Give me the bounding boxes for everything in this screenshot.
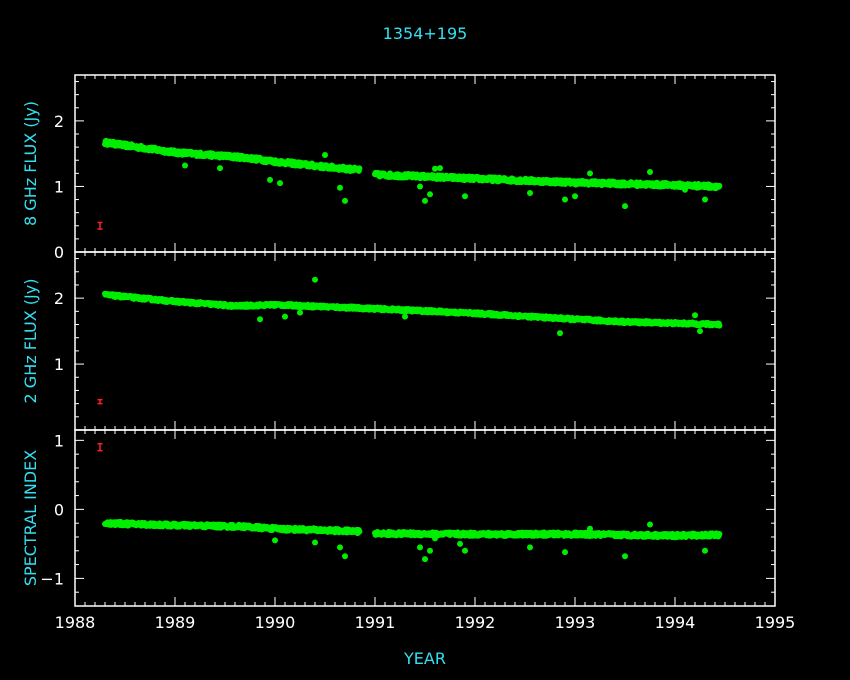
outlier-point — [257, 316, 263, 323]
outlier-point — [557, 330, 563, 337]
y-tick-label: 2 — [54, 289, 64, 308]
outlier-point — [342, 553, 348, 560]
outlier-point — [267, 176, 273, 183]
outlier-point — [272, 537, 278, 544]
x-tick-label: 1990 — [255, 613, 296, 632]
outlier-point — [647, 521, 653, 528]
x-axis-label: YEAR — [403, 649, 446, 668]
outlier-point — [562, 549, 568, 556]
outlier-point — [312, 539, 318, 546]
outlier-point — [697, 328, 703, 335]
outlier-point — [417, 544, 423, 551]
panel-frame — [74, 74, 776, 253]
outlier-point — [562, 196, 568, 203]
outlier-point — [572, 193, 578, 200]
outlier-point — [277, 180, 283, 187]
outlier-point — [417, 183, 423, 190]
x-tick-label: 1994 — [655, 613, 696, 632]
y-axis-label: SPECTRAL INDEX — [21, 450, 40, 586]
data-point — [356, 528, 363, 535]
y-tick-label: 0 — [54, 243, 64, 262]
outlier-point — [342, 197, 348, 204]
outlier-point — [527, 190, 533, 196]
outlier-point — [692, 312, 698, 319]
x-tick-label: 1995 — [755, 613, 796, 632]
outlier-point — [432, 165, 438, 172]
outlier-point — [322, 151, 328, 158]
data-point — [716, 530, 723, 537]
y-tick-label: 1 — [54, 355, 64, 374]
outlier-point — [312, 276, 318, 283]
outlier-point — [297, 309, 303, 316]
outlier-point — [282, 313, 288, 320]
outlier-point — [587, 525, 593, 532]
outlier-point — [622, 553, 628, 560]
outlier-point — [682, 186, 688, 193]
x-tick-label: 1993 — [555, 613, 596, 632]
y-tick-label: 1 — [54, 177, 64, 196]
outlier-point — [427, 191, 433, 198]
x-tick-label: 1991 — [355, 613, 396, 632]
outlier-point — [422, 197, 428, 204]
outlier-point — [462, 547, 468, 554]
y-tick-label: −1 — [40, 569, 64, 588]
outlier-point — [182, 162, 188, 169]
data-point — [356, 165, 363, 172]
chart-title: 1354+195 — [383, 24, 468, 43]
outlier-point — [622, 203, 628, 210]
outlier-point — [427, 547, 433, 554]
data-point — [716, 182, 723, 189]
data-point — [716, 322, 723, 329]
outlier-point — [437, 165, 443, 172]
outlier-point — [402, 313, 408, 320]
outlier-point — [527, 544, 533, 551]
outlier-point — [702, 196, 708, 203]
panel-frame — [74, 251, 776, 431]
outlier-point — [432, 535, 438, 542]
x-tick-label: 1989 — [155, 613, 196, 632]
outlier-point — [457, 540, 463, 547]
y-axis-label: 8 GHz FLUX (Jy) — [21, 101, 40, 226]
y-tick-label: 2 — [54, 112, 64, 131]
outlier-point — [587, 170, 593, 177]
y-tick-label: 0 — [54, 500, 64, 519]
y-axis-label: 2 GHz FLUX (Jy) — [21, 279, 40, 404]
outlier-point — [337, 184, 343, 191]
y-tick-label: 1 — [54, 431, 64, 450]
x-tick-label: 1992 — [455, 613, 496, 632]
outlier-point — [462, 193, 468, 200]
outlier-point — [422, 556, 428, 563]
outlier-point — [217, 165, 223, 172]
outlier-point — [702, 547, 708, 554]
panel-frame — [74, 429, 776, 607]
outlier-point — [337, 544, 343, 551]
x-tick-label: 1988 — [55, 613, 96, 632]
outlier-point — [647, 169, 653, 176]
